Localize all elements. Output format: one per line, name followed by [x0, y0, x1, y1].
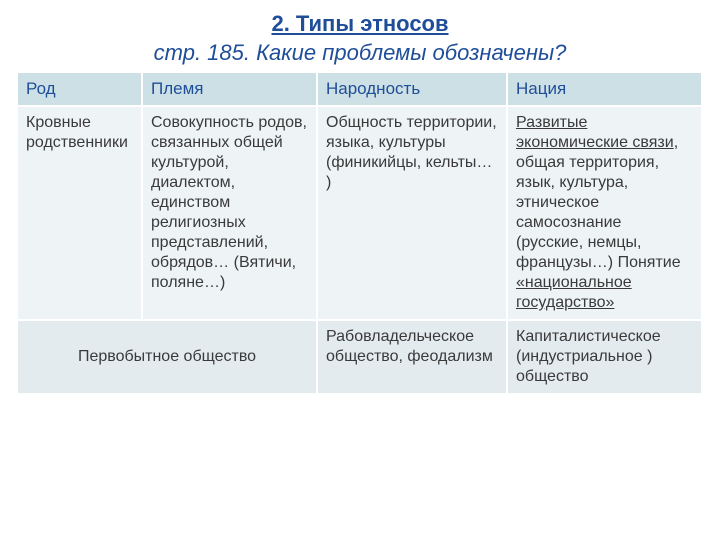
page-title: 2. Типы этносов	[271, 11, 448, 36]
underlined: Развитые экономические связи	[516, 114, 674, 151]
col-header: Народность	[317, 73, 507, 106]
text: , общая территория, язык, культура, этни…	[516, 134, 681, 271]
col-header: Нация	[507, 73, 702, 106]
underlined: «национальное государство»	[516, 274, 632, 311]
page-subtitle: стр. 185. Какие проблемы обозначены?	[154, 40, 567, 65]
ethnos-table: Род Племя Народность Нация Кровные родст…	[18, 73, 703, 395]
cell-slave-feudal: Рабовладельческое общество, феодализм	[317, 320, 507, 394]
table-row: Кровные родственники Совокупность родов,…	[18, 106, 702, 320]
slide: 2. Типы этносов стр. 185. Какие проблемы…	[0, 0, 720, 540]
cell-narodnost: Общность территории, языка, культуры (фи…	[317, 106, 507, 320]
col-header: Род	[18, 73, 142, 106]
cell-natsiya: Развитые экономические связи, общая терр…	[507, 106, 702, 320]
table-row: Первобытное общество Рабовладельческое о…	[18, 320, 702, 394]
table-header-row: Род Племя Народность Нация	[18, 73, 702, 106]
cell-capitalist: Капиталистическое (индустриальное ) обще…	[507, 320, 702, 394]
cell-plemya: Совокупность родов, связанных общей куль…	[142, 106, 317, 320]
col-header: Племя	[142, 73, 317, 106]
title-block: 2. Типы этносов стр. 185. Какие проблемы…	[18, 10, 702, 67]
cell-primitive: Первобытное общество	[18, 320, 317, 394]
cell-rod: Кровные родственники	[18, 106, 142, 320]
